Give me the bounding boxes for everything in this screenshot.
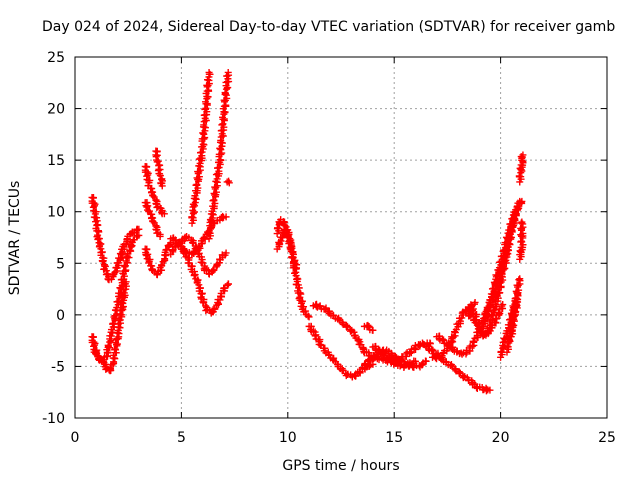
data-point (218, 121, 226, 129)
data-point (219, 113, 227, 121)
data-point (516, 275, 524, 283)
data-point (193, 180, 201, 188)
y-tick-label: 10 (47, 205, 65, 221)
data-point (305, 313, 313, 321)
data-point (92, 350, 100, 358)
data-point (221, 89, 229, 97)
data-point (316, 341, 324, 349)
data-point-layer (88, 68, 527, 395)
data-point (143, 246, 151, 254)
data-point (518, 218, 526, 226)
data-point (91, 202, 99, 210)
data-point (160, 210, 168, 218)
tick-label-layer: 0 5 10 15 20 25 -10 -5 0 5 10 15 20 25 (42, 50, 616, 446)
data-point (188, 213, 196, 221)
x-tick-label: 25 (598, 430, 616, 446)
data-point (515, 172, 523, 180)
data-point (465, 376, 473, 384)
data-point (292, 264, 300, 272)
data-point (222, 213, 230, 221)
data-point (515, 276, 523, 284)
y-tick-label: -5 (51, 359, 65, 375)
y-tick-label: 5 (56, 256, 65, 272)
x-tick-label: 0 (71, 430, 80, 446)
data-point (291, 259, 299, 267)
data-point (470, 338, 478, 346)
data-point (218, 149, 226, 157)
data-point (125, 254, 133, 262)
data-point (369, 326, 377, 334)
data-point (468, 342, 476, 350)
data-point (158, 261, 166, 269)
data-point (224, 68, 232, 76)
data-point (304, 312, 312, 320)
data-point (224, 280, 232, 288)
data-point (422, 357, 430, 365)
chart-title: Day 024 of 2024, Sidereal Day-to-day VTE… (42, 19, 615, 35)
data-point (471, 298, 479, 306)
y-tick-label: 20 (47, 102, 65, 118)
data-point (190, 272, 198, 280)
data-point (212, 183, 220, 191)
data-point (119, 299, 127, 307)
data-point (482, 387, 490, 395)
data-point (104, 341, 112, 349)
data-point (153, 151, 161, 159)
data-point (122, 278, 130, 286)
y-tick-label: 25 (47, 50, 65, 66)
data-point (519, 151, 527, 159)
data-point (94, 235, 102, 243)
data-point (374, 345, 382, 353)
data-point (438, 335, 446, 343)
x-axis-label: GPS time / hours (282, 458, 399, 474)
data-point (201, 105, 209, 113)
data-point (511, 295, 519, 303)
data-point (223, 72, 231, 80)
y-tick-label: -10 (42, 411, 65, 427)
data-point (428, 345, 436, 353)
data-point (135, 225, 143, 233)
data-point (504, 229, 512, 237)
data-point (499, 301, 507, 309)
data-point (195, 168, 203, 176)
data-point (191, 248, 199, 256)
y-tick-label: 0 (56, 308, 65, 324)
data-point (222, 249, 230, 257)
data-point (192, 181, 200, 189)
data-point (135, 231, 143, 239)
data-point (156, 232, 164, 240)
data-point (112, 339, 120, 347)
data-point (503, 342, 511, 350)
x-tick-label: 10 (279, 430, 297, 446)
data-point (202, 98, 210, 106)
plot-frame (74, 56, 608, 419)
data-point (201, 134, 209, 142)
data-point (116, 310, 124, 318)
y-axis-label: SDTVAR / TECUs (7, 181, 23, 296)
data-point (486, 386, 494, 394)
data-point (512, 294, 520, 302)
data-point (519, 229, 527, 237)
data-point (156, 172, 164, 180)
data-point (297, 290, 305, 298)
y-tick-label: 15 (47, 153, 65, 169)
data-point (210, 196, 218, 204)
x-tick-label: 20 (492, 430, 510, 446)
data-point (205, 68, 213, 76)
data-point (411, 357, 419, 365)
data-point (209, 197, 217, 205)
data-point (223, 281, 231, 289)
x-tick-label: 5 (177, 430, 186, 446)
data-point (507, 326, 515, 334)
x-tick-label: 15 (385, 430, 403, 446)
data-point (95, 228, 103, 236)
data-point (225, 179, 233, 187)
data-point (205, 228, 213, 236)
data-point (158, 182, 166, 190)
data-point (518, 197, 526, 205)
data-point (106, 364, 114, 372)
data-point (311, 332, 319, 340)
